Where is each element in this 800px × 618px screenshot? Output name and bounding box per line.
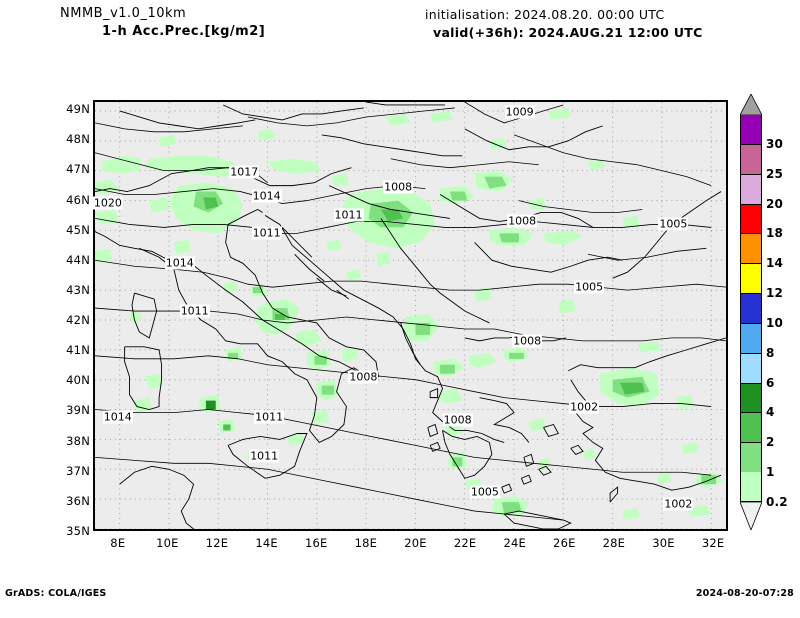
colorbar-band <box>740 352 762 383</box>
grads-credit: GrADS: COLA/IGES <box>5 588 107 599</box>
y-tick-label: 44N <box>66 252 90 267</box>
x-tick-label: 22E <box>453 536 477 550</box>
colorbar-tick: 12 <box>766 286 784 301</box>
y-tick-label: 36N <box>66 493 90 508</box>
x-tick-label: 18E <box>354 536 378 550</box>
colorbar-tick: 20 <box>766 196 784 211</box>
colorbar-band <box>740 173 762 204</box>
x-tick-label: 10E <box>156 536 179 550</box>
colorbar[interactable] <box>740 114 762 502</box>
colorbar-band <box>740 322 762 353</box>
x-tick-label: 30E <box>652 536 675 550</box>
coastlines <box>95 102 726 529</box>
colorbar-tick: 30 <box>766 136 784 151</box>
y-tick-label: 48N <box>66 132 90 147</box>
x-tick-label: 8E <box>110 536 126 550</box>
precipitation-field <box>95 107 724 521</box>
colorbar-band <box>740 143 762 174</box>
y-tick-label: 37N <box>66 463 90 478</box>
colorbar-tick: 1 <box>766 465 775 480</box>
y-tick-label: 43N <box>66 282 90 297</box>
x-tick-label: 26E <box>553 536 576 550</box>
y-tick-label: 39N <box>66 403 90 418</box>
colorbar-band <box>740 203 762 234</box>
colorbar-under-arrow <box>740 502 762 530</box>
colorbar-over-arrow <box>740 94 762 115</box>
x-tick-label: 24E <box>503 536 526 550</box>
colorbar-band <box>740 442 762 473</box>
y-tick-label: 41N <box>66 343 90 358</box>
y-tick-label: 46N <box>66 192 90 207</box>
header-right: initialisation: 2024.08.20. 00:00 UTC va… <box>425 6 703 42</box>
colorbar-tick: 18 <box>766 226 784 241</box>
colorbar-band <box>740 472 762 502</box>
y-tick-label: 42N <box>66 313 90 327</box>
colorbar-band <box>740 233 762 264</box>
render-timestamp: 2024-08-20-07:28 <box>695 588 794 599</box>
colorbar-tick: 10 <box>766 315 784 330</box>
field-title: 1-h Acc.Prec.[kg/m2] <box>102 24 266 39</box>
y-tick-label: 40N <box>66 373 90 388</box>
y-tick-label: 35N <box>66 524 90 538</box>
colorbar-tick: 0.2 <box>766 495 788 509</box>
colorbar-band <box>740 382 762 413</box>
colorbar-tick: 4 <box>766 405 775 420</box>
y-tick-label: 45N <box>66 222 90 237</box>
header-left: NMMB_v1.0_10km 1-h Acc.Prec.[kg/m2] <box>60 5 265 41</box>
model-title: NMMB_v1.0_10km <box>60 6 187 21</box>
colorbar-tick: 6 <box>766 375 775 390</box>
colorbar-tick: 2 <box>766 435 775 450</box>
colorbar-band <box>740 114 762 144</box>
y-tick-label: 47N <box>66 162 90 177</box>
y-tick-label: 38N <box>66 433 90 448</box>
colorbar-band <box>740 412 762 443</box>
x-tick-label: 20E <box>404 536 427 550</box>
colorbar-band <box>740 263 762 294</box>
x-tick-label: 28E <box>602 536 626 550</box>
valid-time: valid(+36h): 2024.AUG.21 12:00 UTC <box>433 25 703 40</box>
y-tick-label: 49N <box>66 102 90 116</box>
colorbar-tick: 14 <box>766 256 784 271</box>
x-tick-label: 32E <box>701 536 725 550</box>
x-tick-label: 12E <box>205 536 229 550</box>
colorbar-tick: 8 <box>766 345 775 360</box>
initialisation-time: initialisation: 2024.08.20. 00:00 UTC <box>425 7 665 22</box>
colorbar-band <box>740 293 762 323</box>
x-tick-label: 16E <box>304 536 328 550</box>
map-canvas <box>95 102 726 529</box>
map-plot-area[interactable] <box>93 100 728 531</box>
colorbar-tick: 25 <box>766 166 784 181</box>
x-tick-label: 14E <box>255 536 278 550</box>
